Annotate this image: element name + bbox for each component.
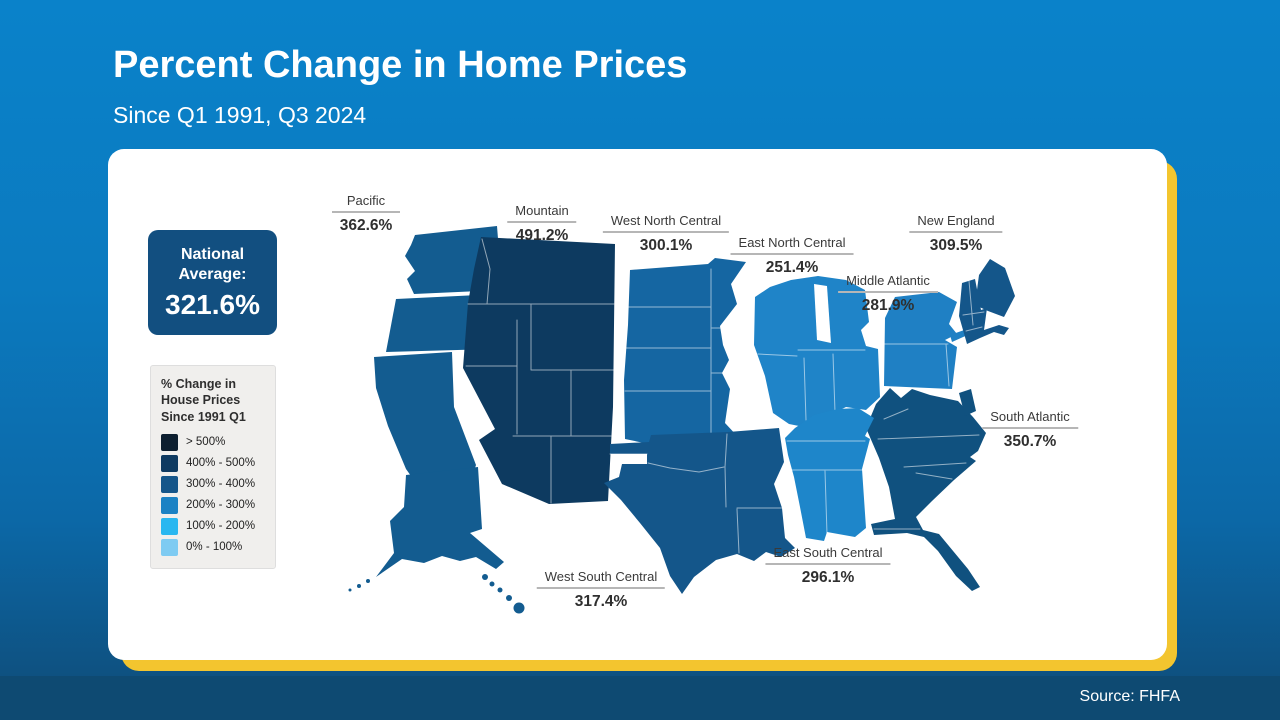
us-choropleth-map: Pacific 362.6% Mountain 491.2% West Nort… <box>318 177 1148 659</box>
legend-item: 300% - 400% <box>161 475 269 493</box>
page-subtitle: Since Q1 1991, Q3 2024 <box>113 102 367 128</box>
region-pacific-hawaii <box>497 587 503 593</box>
region-pacific-aleutians <box>348 588 352 592</box>
region-middle-atlantic <box>884 292 957 389</box>
label-west-north-central: West North Central 300.1% <box>602 213 730 255</box>
national-average-box: National Average: 321.6% <box>148 230 277 335</box>
national-average-value: 321.6% <box>165 288 260 320</box>
legend-item: 100% - 200% <box>161 517 269 535</box>
south-atlantic-state-borders <box>873 408 980 530</box>
mountain-state-borders <box>465 238 615 504</box>
map-legend: % Change in House Prices Since 1991 Q1 >… <box>150 365 276 569</box>
wsc-state-borders <box>609 433 783 554</box>
legend-swatch <box>161 454 178 472</box>
region-pacific-hawaii <box>489 581 495 587</box>
label-mountain: Mountain 491.2% <box>507 203 577 245</box>
region-south-atlantic-delmarva <box>959 389 976 416</box>
region-west-south-central <box>604 428 795 594</box>
national-average-label: National Average: <box>178 245 247 283</box>
wnc-state-borders <box>624 268 725 443</box>
region-pacific-hawaii <box>506 595 512 601</box>
legend-item: 0% - 100% <box>161 538 269 556</box>
mid-atlantic-state-borders <box>883 343 950 387</box>
page-title: Percent Change in Home Prices <box>113 44 688 86</box>
label-west-south-central: West South Central 317.4% <box>536 569 666 611</box>
label-middle-atlantic: Middle Atlantic 281.9% <box>838 273 938 315</box>
new-england-state-borders <box>962 280 985 332</box>
region-pacific-hawaii <box>513 602 525 614</box>
legend-title: % Change in House Prices Since 1991 Q1 <box>161 377 246 424</box>
label-south-atlantic: South Atlantic 350.7% <box>982 409 1078 451</box>
slide-header: Percent Change in Home Prices Since Q1 1… <box>113 44 687 129</box>
region-pacific-hawaii <box>482 574 488 580</box>
label-pacific: Pacific 362.6% <box>332 193 400 235</box>
legend-swatch <box>161 433 178 451</box>
footer-band: Source: FHFA <box>0 676 1280 720</box>
region-pacific-alaska <box>376 467 504 577</box>
region-pacific-california <box>374 352 476 490</box>
legend-swatch <box>161 475 178 493</box>
enc-state-borders <box>757 349 866 421</box>
legend-item: > 500% <box>161 433 269 451</box>
legend-item: 200% - 300% <box>161 496 269 514</box>
label-east-south-central: East South Central 296.1% <box>765 545 891 587</box>
region-east-south-central <box>785 408 874 541</box>
legend-swatch <box>161 517 178 535</box>
region-pacific-aleutians <box>357 584 361 588</box>
region-west-north-central <box>624 258 746 457</box>
legend-swatch <box>161 496 178 514</box>
source-text: Source: FHFA <box>1079 688 1180 705</box>
legend-item: 400% - 500% <box>161 454 269 472</box>
lake-michigan <box>814 284 831 343</box>
region-pacific-aleutians <box>366 579 370 583</box>
label-east-north-central: East North Central 251.4% <box>730 235 854 277</box>
map-card: National Average: 321.6% % Change in Hou… <box>108 149 1167 660</box>
region-new-england-maine <box>975 259 1015 317</box>
esc-state-borders <box>786 440 866 535</box>
us-map-svg <box>348 226 1015 614</box>
legend-swatch <box>161 538 178 556</box>
region-east-north-central <box>754 276 880 428</box>
label-new-england: New England 309.5% <box>909 213 1003 255</box>
